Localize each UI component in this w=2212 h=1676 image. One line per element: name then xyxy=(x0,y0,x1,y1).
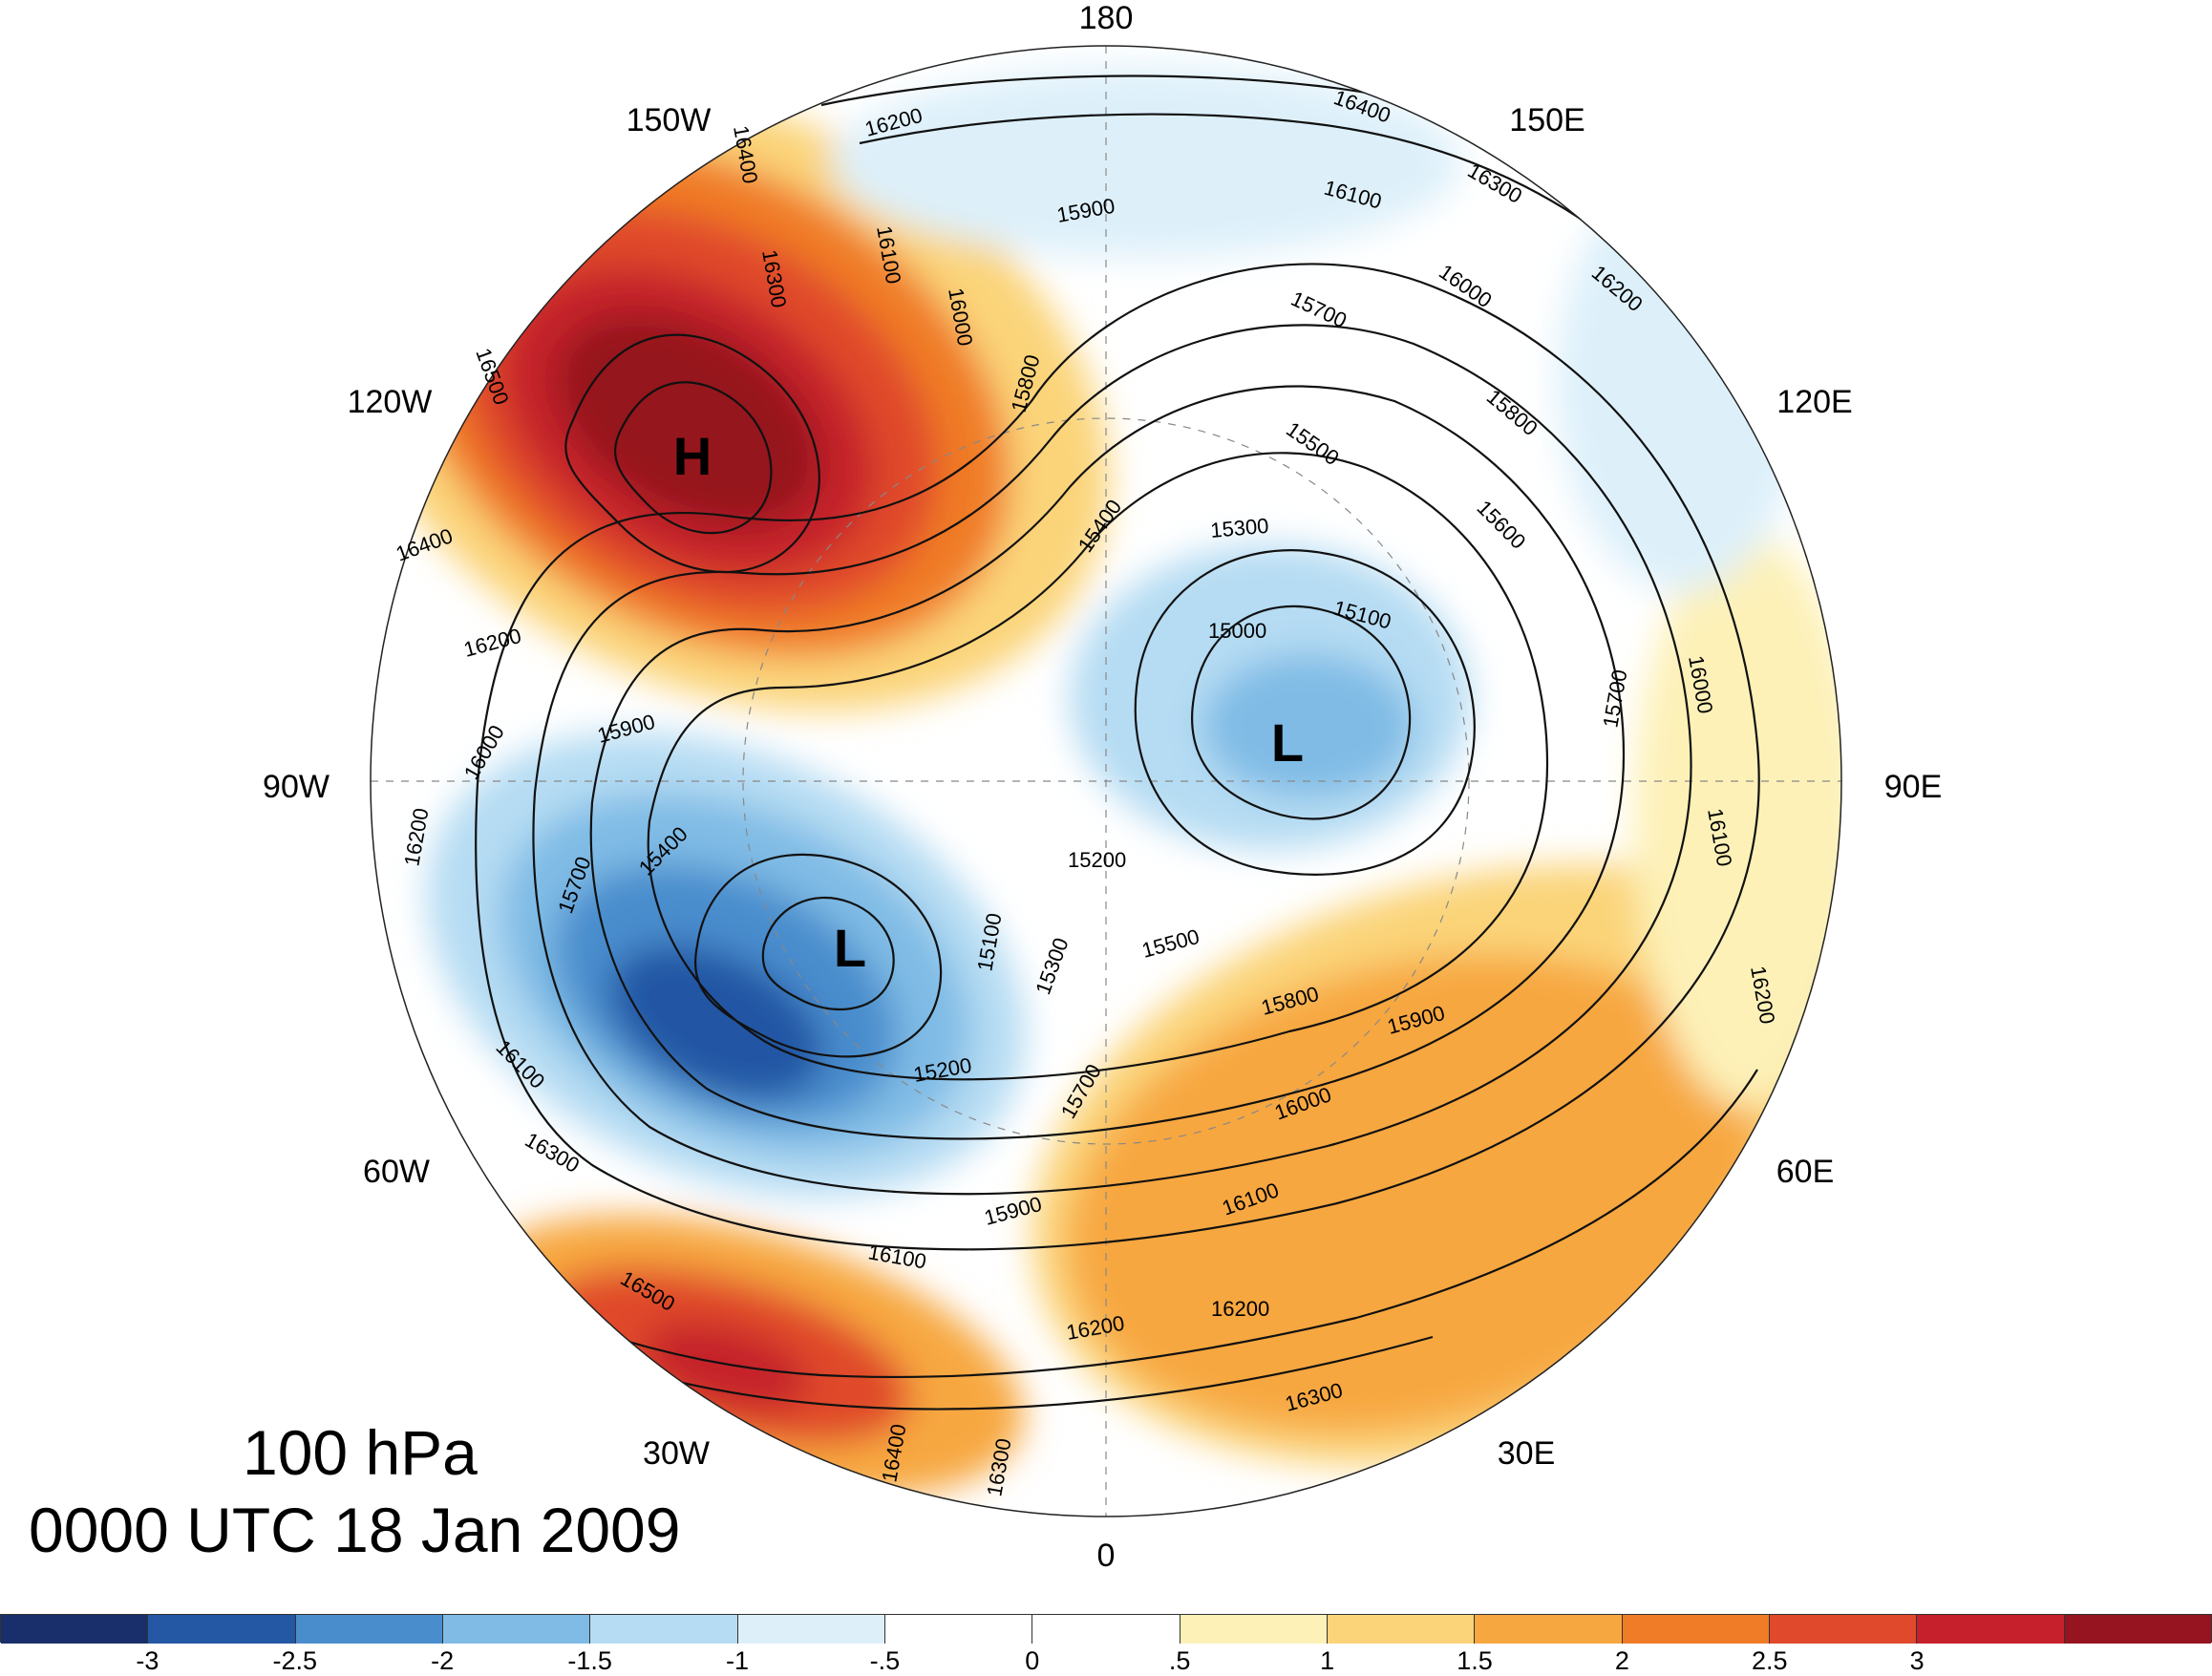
lon-label-150w: 150W xyxy=(627,102,712,138)
colorbar-segment xyxy=(1032,1615,1180,1644)
colorbar-tick-label: 3 xyxy=(1909,1646,1925,1675)
colorbar-segment xyxy=(1180,1615,1328,1644)
colorbar-segment xyxy=(737,1615,885,1644)
high-pressure-center: H xyxy=(673,426,712,486)
lon-label-90w: 90W xyxy=(263,769,330,805)
colorbar-tick-label: 1 xyxy=(1320,1646,1335,1675)
colorbar-segment xyxy=(590,1615,738,1644)
lon-label-150e: 150E xyxy=(1509,102,1585,138)
colorbar-segment xyxy=(1769,1615,1918,1644)
contour-label: 15300 xyxy=(1209,514,1269,542)
pressure-level-title: 100 hPa xyxy=(243,1417,478,1488)
colorbar-tick-label: -1 xyxy=(725,1646,750,1675)
longitude-labels: 180 150W 150E 120W 120E 90W 90E 60W 60E … xyxy=(263,0,1942,1574)
colorbar-tick-label: -2.5 xyxy=(272,1646,318,1675)
colorbar-ticks: -3 -2.5 -2 -1.5 -1 -.5 0 .5 1 1.5 2 2.5 3 xyxy=(0,1646,2212,1675)
colorbar-tick-label: -1.5 xyxy=(567,1646,612,1675)
colorbar-segment xyxy=(1622,1615,1770,1644)
graticule xyxy=(371,46,1841,1517)
lon-label-60e: 60E xyxy=(1776,1154,1835,1190)
lon-label-30w: 30W xyxy=(643,1435,710,1472)
colorbar-segment xyxy=(148,1615,296,1644)
colorbar-tick-label: -2 xyxy=(431,1646,455,1675)
colorbar-segment xyxy=(442,1615,591,1644)
colorbar-segment xyxy=(884,1615,1033,1644)
datetime-title: 0000 UTC 18 Jan 2009 xyxy=(29,1495,681,1565)
colorbar-tick-label: -.5 xyxy=(869,1646,901,1675)
contour-label: 15200 xyxy=(1068,848,1126,872)
colorbar-segment xyxy=(1327,1615,1476,1644)
low-pressure-center: L xyxy=(834,918,866,978)
colorbar-tick-label: 2.5 xyxy=(1752,1646,1788,1675)
lon-label-0: 0 xyxy=(1097,1538,1116,1574)
lon-label-120e: 120E xyxy=(1776,384,1852,420)
colorbar-segment xyxy=(1,1615,149,1644)
lon-label-30e: 30E xyxy=(1498,1435,1556,1472)
lon-label-60w: 60W xyxy=(363,1154,430,1190)
colorbar-tick-label: 2 xyxy=(1614,1646,1629,1675)
low-pressure-center: L xyxy=(1271,712,1304,773)
lon-label-180: 180 xyxy=(1079,0,1134,36)
colorbar-tick-label: -3 xyxy=(136,1646,160,1675)
colorbar-segment xyxy=(1475,1615,1623,1644)
contour-label: 16200 xyxy=(1211,1297,1269,1321)
lon-label-90e: 90E xyxy=(1884,769,1943,805)
globe-outline xyxy=(370,45,1842,1517)
polar-stereographic-map: 16400 16300 16100 16200 16000 15900 1580… xyxy=(263,0,1942,1574)
colorbar-tick-label: .5 xyxy=(1168,1646,1191,1675)
colorbar xyxy=(0,1614,2212,1644)
contour-label: 15000 xyxy=(1208,619,1266,643)
colorbar-segment xyxy=(295,1615,443,1644)
lon-label-120w: 120W xyxy=(348,384,433,420)
colorbar-tick-label: 1.5 xyxy=(1457,1646,1493,1675)
colorbar-segment xyxy=(1917,1615,2065,1644)
colorbar-segment xyxy=(2064,1615,2211,1644)
colorbar-tick-label: 0 xyxy=(1025,1646,1040,1675)
